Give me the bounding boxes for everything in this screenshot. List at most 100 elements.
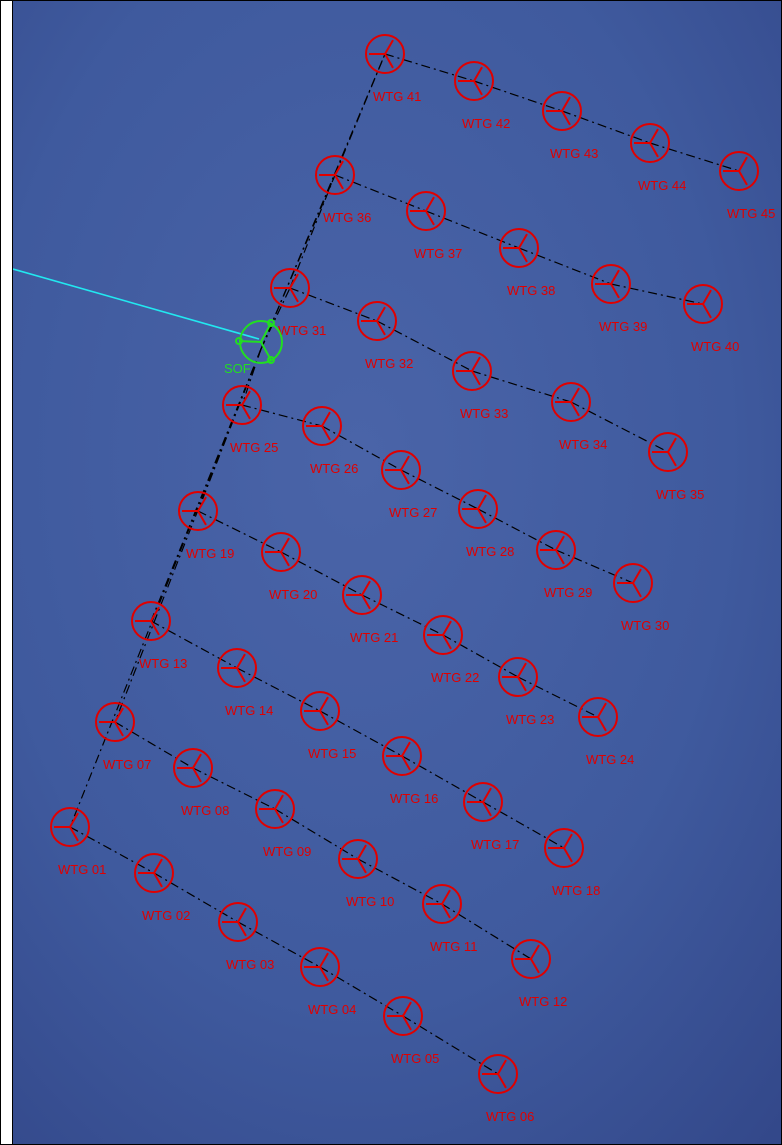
turbine-wtg-41[interactable]: WTG 41: [365, 34, 421, 104]
turbine-rotor-icon: [458, 66, 483, 96]
turbine-wtg-44[interactable]: WTG 44: [630, 123, 686, 193]
turbine-wtg-09[interactable]: WTG 09: [255, 789, 311, 859]
turbine-rotor-icon: [177, 753, 202, 783]
turbine-wtg-43[interactable]: WTG 43: [542, 91, 598, 161]
turbine-wtg-31[interactable]: WTG 31: [270, 268, 326, 338]
turbine-wtg-28[interactable]: WTG 28: [458, 489, 514, 559]
turbine-wtg-07[interactable]: WTG 07: [95, 702, 151, 772]
turbine-wtg-45[interactable]: WTG 45: [719, 151, 775, 221]
turbine-wtg-38[interactable]: WTG 38: [499, 228, 555, 298]
cable-segment-row7: [518, 247, 612, 285]
turbine-label: WTG 18: [552, 883, 600, 898]
turbine-label: WTG 22: [431, 670, 479, 685]
turbine-wtg-05[interactable]: WTG 05: [383, 996, 439, 1066]
turbine-wtg-02[interactable]: WTG 02: [134, 853, 190, 923]
turbine-wtg-34[interactable]: WTG 34: [551, 382, 607, 452]
turbine-wtg-19[interactable]: WTG 19: [178, 491, 234, 561]
turbine-circle: [406, 191, 446, 231]
substation-label: SOF: [224, 361, 251, 376]
cable-segment-row3: [482, 801, 565, 849]
turbine-rotor-icon: [595, 269, 620, 299]
turbine-label: WTG 38: [507, 283, 555, 298]
turbine-wtg-13[interactable]: WTG 13: [131, 601, 187, 671]
turbine-wtg-03[interactable]: WTG 03: [218, 902, 274, 972]
turbine-rotor-icon: [386, 741, 411, 771]
turbine-label: WTG 10: [346, 894, 394, 909]
turbine-label: WTG 35: [656, 487, 704, 502]
turbine-label: WTG 24: [586, 752, 634, 767]
turbine-wtg-23[interactable]: WTG 23: [498, 657, 554, 727]
turbine-wtg-24[interactable]: WTG 24: [578, 697, 634, 767]
turbine-wtg-08[interactable]: WTG 08: [173, 748, 229, 818]
turbine-wtg-40[interactable]: WTG 40: [683, 284, 739, 354]
turbine-label: WTG 21: [350, 630, 398, 645]
turbine-label: WTG 27: [389, 505, 437, 520]
turbine-wtg-12[interactable]: WTG 12: [511, 939, 567, 1009]
turbine-circle: [422, 884, 462, 924]
turbine-circle: [338, 839, 378, 879]
turbine-wtg-42[interactable]: WTG 42: [454, 61, 510, 131]
turbine-wtg-36[interactable]: WTG 36: [315, 155, 371, 225]
turbine-label: WTG 01: [58, 862, 106, 877]
cable-segment-row3: [236, 667, 321, 712]
turbine-label: WTG 39: [599, 319, 647, 334]
turbine-rotor-icon: [369, 39, 394, 69]
cable-segment-row6: [289, 287, 378, 322]
substation-node: [235, 337, 243, 345]
turbine-wtg-21[interactable]: WTG 21: [342, 575, 398, 645]
turbine-label: WTG 08: [181, 803, 229, 818]
turbine-label: WTG 41: [373, 89, 421, 104]
turbine-circle: [218, 902, 258, 942]
turbine-label: WTG 20: [269, 587, 317, 602]
turbine-label: WTG 28: [466, 544, 514, 559]
turbine-wtg-25[interactable]: WTG 25: [222, 385, 278, 455]
turbine-wtg-35[interactable]: WTG 35: [648, 432, 704, 502]
turbine-label: WTG 33: [460, 406, 508, 421]
turbine-label: WTG 15: [308, 746, 356, 761]
turbine-circle: [478, 1054, 518, 1094]
cable-segment-row5: [241, 404, 323, 427]
turbine-rotor-icon: [304, 952, 329, 982]
turbine-wtg-32[interactable]: WTG 32: [357, 301, 413, 371]
turbine-wtg-22[interactable]: WTG 22: [423, 615, 479, 685]
turbine-rotor-icon: [274, 273, 299, 303]
turbine-wtg-27[interactable]: WTG 27: [381, 450, 437, 520]
turbine-rotor-icon: [652, 437, 677, 467]
turbine-wtg-11[interactable]: WTG 11: [422, 884, 477, 954]
substation-sof[interactable]: SOF: [224, 319, 283, 376]
turbine-wtg-10[interactable]: WTG 10: [338, 839, 394, 909]
turbine-circle: [178, 491, 218, 531]
turbine-circle: [315, 155, 355, 195]
turbine-wtg-33[interactable]: WTG 33: [452, 351, 508, 421]
cable-segment-row8: [561, 110, 651, 144]
cable-segment-row7: [425, 210, 520, 249]
turbine-wtg-16[interactable]: WTG 16: [382, 736, 438, 806]
turbine-label: WTG 04: [308, 1002, 356, 1017]
turbine-wtg-14[interactable]: WTG 14: [217, 648, 273, 718]
turbine-circle: [458, 489, 498, 529]
turbine-rotor-icon: [226, 390, 251, 420]
turbine-wtg-37[interactable]: WTG 37: [406, 191, 462, 261]
cable-segment-row4: [361, 594, 444, 636]
turbine-wtg-20[interactable]: WTG 20: [261, 532, 317, 602]
turbine-wtg-39[interactable]: WTG 39: [591, 264, 647, 334]
turbine-wtg-06[interactable]: WTG 06: [478, 1054, 534, 1124]
cable-segment-row2: [441, 903, 532, 960]
substation-node: [267, 356, 275, 364]
cable-segment-row1: [153, 872, 239, 923]
turbine-circle: [173, 748, 213, 788]
turbine-wtg-17[interactable]: WTG 17: [463, 782, 519, 852]
turbine-wtg-26[interactable]: WTG 26: [302, 406, 358, 476]
turbine-wtg-01[interactable]: WTG 01: [50, 807, 106, 877]
turbine-wtg-15[interactable]: WTG 15: [300, 691, 356, 761]
turbine-wtg-29[interactable]: WTG 29: [536, 530, 592, 600]
turbine-wtg-04[interactable]: WTG 04: [300, 947, 356, 1017]
turbine-label: WTG 05: [391, 1051, 439, 1066]
cable-segment-row3: [150, 620, 238, 669]
turbine-circle: [536, 530, 576, 570]
turbine-wtg-30[interactable]: WTG 30: [613, 563, 669, 633]
turbine-rotor-icon: [54, 812, 79, 842]
turbine-wtg-18[interactable]: WTG 18: [544, 828, 600, 898]
cable-segment-row5: [400, 469, 479, 510]
turbine-circle: [50, 807, 90, 847]
